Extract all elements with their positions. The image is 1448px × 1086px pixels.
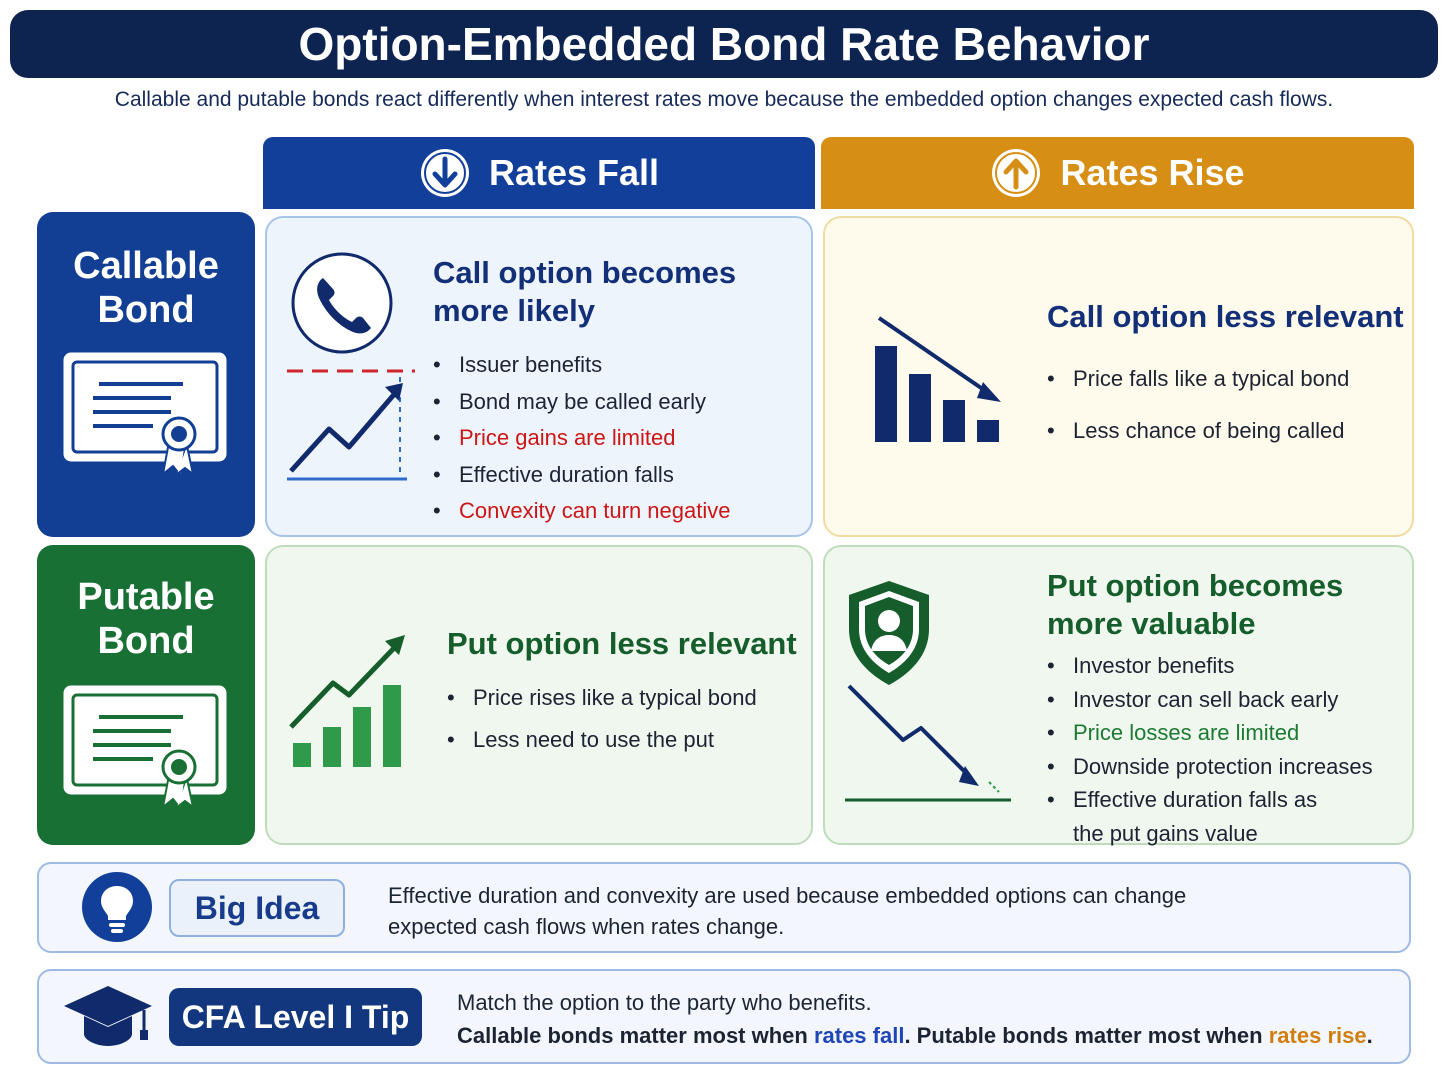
cell-heading: more valuable: [1047, 606, 1256, 641]
bullet-item: Investor benefits: [1047, 649, 1407, 683]
cell-heading: more likely: [433, 293, 595, 328]
bullet-item: Effective duration falls: [433, 457, 803, 494]
cell-heading: Call option becomes: [433, 255, 737, 290]
cell-heading: Put option less relevant: [447, 626, 797, 661]
bullet-item: Less chance of being called: [1047, 405, 1397, 457]
bullet-item: Effective duration falls as the put gains…: [1047, 783, 1407, 850]
column-label-rates-rise: Rates Rise: [1060, 152, 1245, 193]
bullet-item: Less need to use the put: [447, 719, 797, 761]
bullet-item: Convexity can turn negative: [433, 493, 803, 530]
rates-rise-highlight: rates rise: [1268, 1023, 1367, 1048]
rising-bar-chart-icon: [289, 635, 405, 767]
row-label-line: Bond: [97, 289, 195, 331]
phone-call-icon: [291, 252, 393, 354]
row-label-line: Putable: [77, 576, 215, 618]
cfa-tip-text: Callable bonds matter most when rates fa…: [457, 1019, 1397, 1052]
row-label-callable-bond: Callable Bond: [37, 212, 255, 537]
cfa-tip-fragment: Callable bonds matter most when: [457, 1023, 814, 1048]
row-label-line: Callable: [73, 245, 219, 287]
row-label-putable-bond: Putable Bond: [37, 545, 255, 845]
row-label-line: Bond: [97, 620, 195, 662]
arrow-up-circle-icon: [992, 149, 1041, 197]
big-idea-text: Effective duration and convexity are use…: [388, 883, 1187, 908]
lightbulb-icon: [82, 872, 152, 942]
shield-investor-icon: [849, 581, 929, 685]
column-header-rates-fall: Rates Fall: [263, 137, 815, 209]
cell-callable-rates-rise: Call option less relevant Price falls li…: [823, 216, 1414, 537]
graduation-cap-icon: [64, 986, 152, 1046]
cfa-tip-label: CFA Level I Tip: [169, 988, 422, 1046]
cfa-tip-fragment: . Putable bonds matter most when: [904, 1023, 1269, 1048]
bullet-item: Bond may be called early: [433, 384, 803, 421]
bullet-text: Effective duration falls as: [1073, 787, 1318, 812]
bullet-item: Price losses are limited: [1047, 716, 1407, 750]
big-idea-label: Big Idea: [169, 879, 345, 937]
cell-callable-rates-fall: Call option becomes more likely Issuer b…: [265, 216, 813, 537]
bullet-item: Issuer benefits: [433, 347, 803, 384]
certificate-icon: [63, 352, 227, 479]
cell-putable-rates-fall: Put option less relevant Price rises lik…: [265, 545, 813, 845]
bullet-item: Price rises like a typical bond: [447, 677, 797, 719]
rising-price-chart-icon: [287, 369, 415, 481]
certificate-icon: [63, 685, 227, 812]
arrow-down-circle-icon: [420, 149, 469, 197]
cell-heading: Call option less relevant: [1047, 299, 1404, 334]
falling-price-chart-icon: [845, 684, 1011, 802]
column-label-rates-fall: Rates Fall: [488, 152, 660, 193]
cell-putable-rates-rise: Put option becomes more valuable Investo…: [823, 545, 1414, 846]
cfa-tip-fragment: .: [1366, 1023, 1373, 1048]
bullet-text: the put gains value: [1073, 820, 1258, 846]
bullet-item: Downside protection increases: [1047, 750, 1407, 784]
big-idea-text: expected cash flows when rates change.: [388, 914, 785, 939]
bullet-item: Price gains are limited: [433, 420, 803, 457]
column-header-rates-rise: Rates Rise: [821, 137, 1414, 209]
bullet-item: Investor can sell back early: [1047, 683, 1407, 717]
rates-fall-highlight: rates fall: [813, 1023, 905, 1048]
page-subtitle: Callable and putable bonds react differe…: [114, 88, 1334, 111]
bullet-item: Price falls like a typical bond: [1047, 353, 1397, 405]
page-title: Option-Embedded Bond Rate Behavior: [10, 10, 1438, 78]
cfa-tip-text: Match the option to the party who benefi…: [457, 990, 872, 1015]
cell-heading: Put option becomes: [1047, 568, 1344, 603]
falling-bar-chart-icon: [875, 316, 1001, 442]
